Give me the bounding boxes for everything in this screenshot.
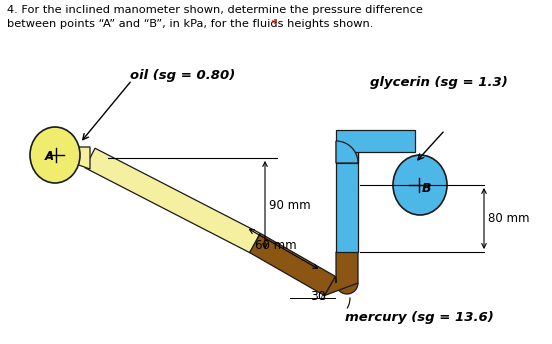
- Text: o: o: [321, 293, 326, 302]
- Polygon shape: [250, 234, 336, 295]
- Text: B: B: [421, 182, 431, 194]
- Text: mercury (sg = 13.6): mercury (sg = 13.6): [345, 312, 493, 324]
- Text: 30: 30: [310, 290, 326, 302]
- Text: 4. For the inclined manometer shown, determine the pressure difference: 4. For the inclined manometer shown, det…: [7, 5, 423, 15]
- Polygon shape: [336, 141, 358, 163]
- Text: 90 mm: 90 mm: [269, 198, 311, 212]
- Polygon shape: [73, 147, 90, 169]
- Text: between points “A” and “B”, in kPa, for the fluids heights shown.: between points “A” and “B”, in kPa, for …: [7, 19, 373, 29]
- Polygon shape: [336, 152, 358, 252]
- Text: 60 mm: 60 mm: [256, 239, 297, 252]
- Polygon shape: [336, 283, 358, 294]
- Text: oil (sg = 0.80): oil (sg = 0.80): [130, 68, 235, 82]
- Ellipse shape: [30, 127, 80, 183]
- Text: glycerin (sg = 1.3): glycerin (sg = 1.3): [370, 75, 508, 88]
- Text: 80 mm: 80 mm: [488, 212, 529, 225]
- Text: *: *: [268, 19, 278, 29]
- Ellipse shape: [393, 155, 447, 215]
- Polygon shape: [85, 148, 260, 253]
- Polygon shape: [336, 130, 415, 152]
- Polygon shape: [325, 252, 358, 295]
- Text: A: A: [45, 150, 54, 162]
- Polygon shape: [336, 141, 358, 163]
